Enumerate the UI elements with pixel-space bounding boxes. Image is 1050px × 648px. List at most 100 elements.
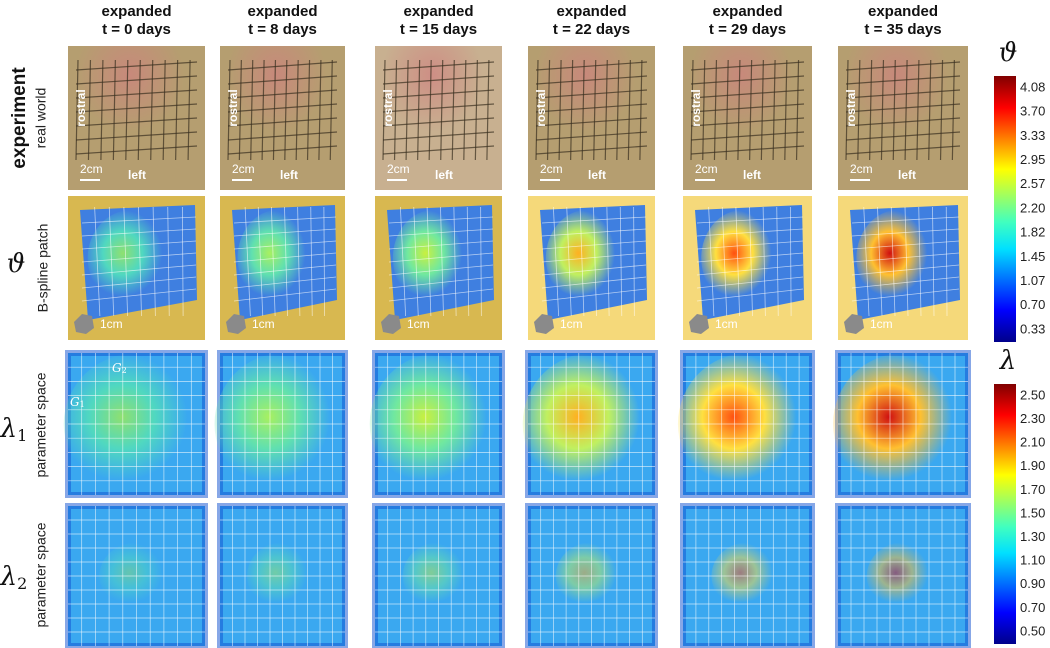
patch-grid [552, 206, 560, 317]
patch-grid [152, 206, 156, 317]
colorbar-label: 1.50 [1020, 505, 1045, 520]
photo-grid [463, 59, 467, 161]
photo-grid [187, 59, 191, 161]
photo-grid [535, 61, 648, 71]
photo-label: rostral [844, 89, 858, 126]
patch-grid [696, 252, 804, 263]
photo-grid [162, 59, 166, 161]
photo-grid [137, 59, 141, 161]
photo-grid [616, 59, 620, 161]
photo-grid [702, 59, 706, 161]
patch-grid [94, 206, 101, 317]
photo-label: 2cm [540, 162, 563, 176]
photo-label: left [435, 168, 453, 182]
photo-grid [604, 59, 608, 161]
photo-grid [690, 75, 805, 85]
photo-label: left [898, 168, 916, 182]
colorbar-label: 1.90 [1020, 458, 1045, 473]
photo-grid [227, 89, 338, 99]
patch-grid [762, 206, 766, 317]
patch-label: 1cm [870, 317, 893, 331]
photo-grid [272, 59, 277, 161]
colorbar [994, 384, 1016, 644]
row-title: experiment [9, 67, 30, 169]
photo-grid [690, 103, 805, 113]
colorbar-label: 0.70 [1020, 297, 1045, 312]
colorbar-label: 1.30 [1020, 529, 1045, 544]
photo-grid [227, 103, 338, 113]
photo-grid [845, 75, 961, 85]
patch-grid [388, 264, 494, 276]
patch-grid [138, 206, 142, 317]
patch-label: 1cm [560, 317, 583, 331]
photo-grid [546, 59, 551, 161]
photo-grid [581, 59, 585, 161]
photo-grid [486, 59, 490, 161]
symbol: G [70, 395, 80, 409]
patch-grid [541, 252, 647, 263]
photo-grid [474, 59, 478, 161]
photo-grid [75, 61, 198, 71]
photo-grid [737, 59, 741, 161]
row-subtitle: parameter space [33, 522, 49, 627]
subscript: 1 [17, 426, 27, 445]
patch-grid [945, 206, 948, 317]
patch-grid [388, 240, 494, 250]
photo-grid [382, 89, 495, 99]
patch-grid [541, 276, 647, 289]
patch-grid [851, 264, 960, 276]
patch-grid [776, 206, 779, 317]
colorbar-label: 0.50 [1020, 623, 1045, 638]
colorbar-label: 0.90 [1020, 576, 1045, 591]
photo-label: rostral [74, 89, 88, 126]
patch-grid [233, 240, 337, 250]
patch-grid [904, 206, 909, 317]
colorbar-label: 3.33 [1020, 128, 1045, 143]
patch-grid [81, 276, 197, 289]
photo-grid [939, 59, 944, 161]
photo-label: rostral [689, 89, 703, 126]
photo-grid [382, 61, 495, 71]
colorbar-label: 2.20 [1020, 200, 1045, 215]
photo-label: 2cm [232, 162, 255, 176]
patch-label: 1cm [407, 317, 430, 331]
row-subtitle: real world [33, 88, 49, 149]
photo-grid [845, 59, 849, 161]
patch-grid [233, 264, 337, 276]
patch-grid [480, 206, 482, 317]
patch-grid [297, 206, 301, 317]
axis-label: G2 [112, 361, 127, 376]
column-header: expanded [868, 3, 938, 20]
patch-grid [749, 206, 753, 317]
colorbar-label: 0.70 [1020, 600, 1045, 615]
column-header: expanded [556, 3, 626, 20]
photo-grid [227, 59, 231, 161]
colorbar-symbol: λ [999, 346, 1016, 376]
patch-grid [579, 206, 585, 317]
photo-grid [440, 59, 444, 161]
photo-grid [306, 59, 311, 161]
photo-grid [892, 59, 896, 161]
patch-grid [388, 276, 494, 289]
colorbar-label: 1.07 [1020, 273, 1045, 288]
photo-label: rostral [381, 89, 395, 126]
photo-grid [857, 59, 861, 161]
patch-label: 1cm [715, 317, 738, 331]
colorbar-label: 2.57 [1020, 176, 1045, 191]
colorbar-label: 1.70 [1020, 482, 1045, 497]
patch-grid [388, 252, 494, 263]
photo-grid [382, 117, 495, 127]
patch-grid [284, 206, 288, 317]
colorbar-label: 4.08 [1020, 79, 1045, 94]
symbol: λ [0, 414, 17, 444]
photo-grid [749, 59, 753, 161]
column-header: t = 0 days [102, 21, 171, 38]
patch-grid [167, 206, 170, 317]
column-header: t = 22 days [553, 21, 630, 38]
scale-cube [844, 314, 864, 334]
patch-grid [123, 206, 129, 317]
photo-label: 2cm [387, 162, 410, 176]
photo-label: left [743, 168, 761, 182]
patch-grid [541, 264, 647, 276]
patch-grid [696, 264, 804, 276]
